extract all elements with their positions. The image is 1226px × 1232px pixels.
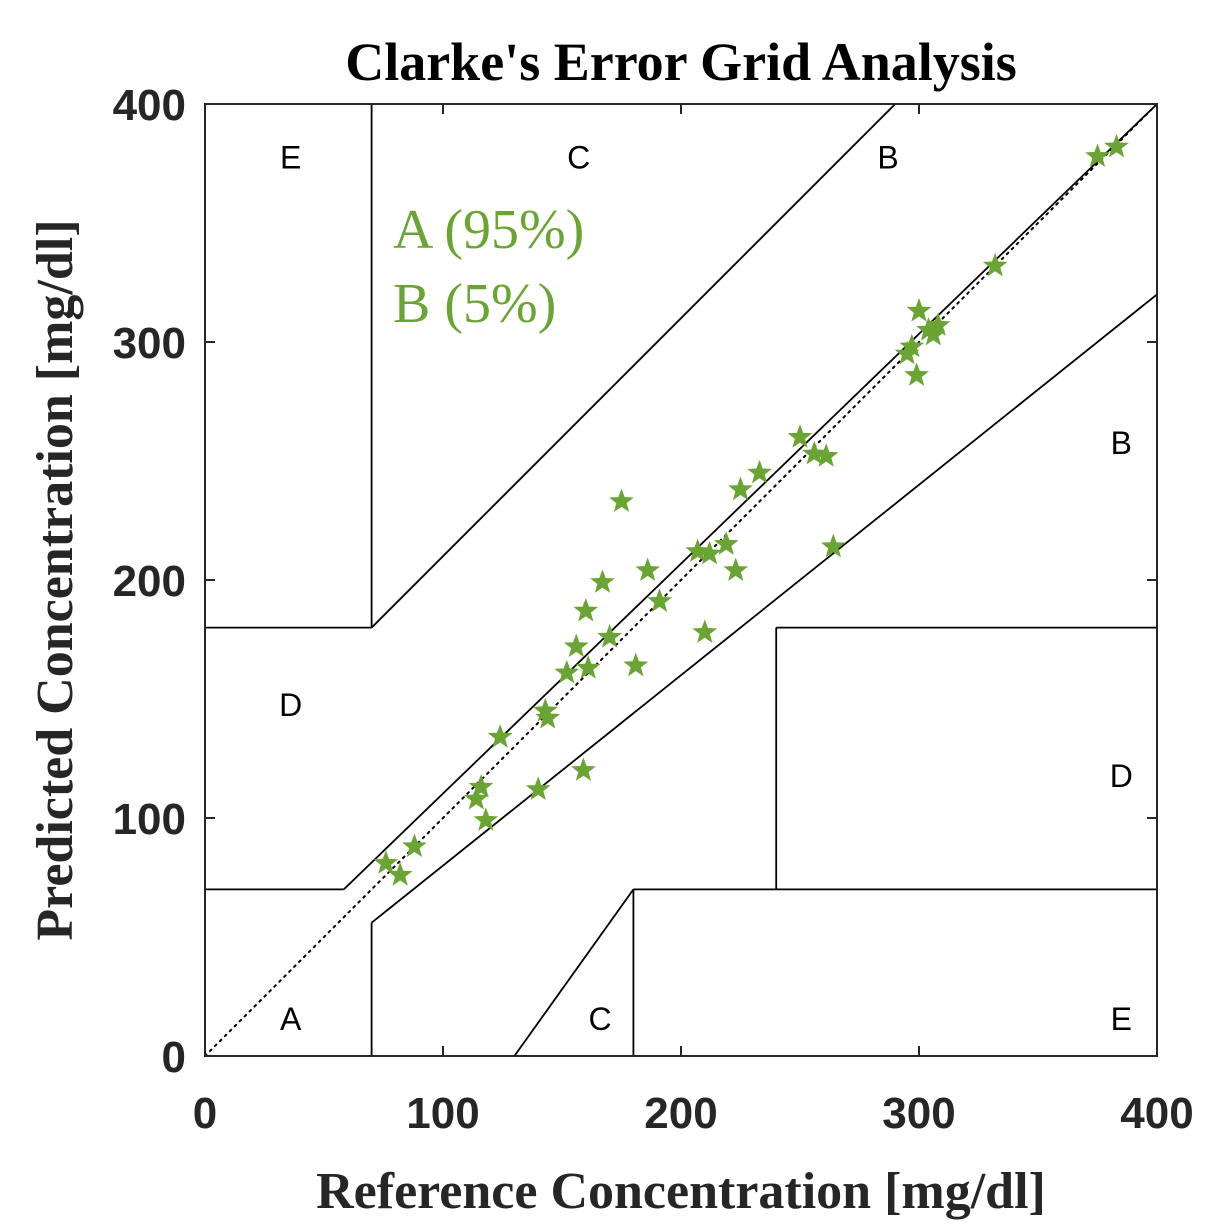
zone-label-d: D [279, 687, 302, 723]
y-tick-label: 400 [113, 81, 186, 130]
data-point-star [387, 862, 413, 886]
zone-label-c: C [589, 1001, 612, 1037]
x-tick-label: 100 [406, 1089, 479, 1138]
data-point-star [532, 697, 558, 722]
data-point-star [982, 252, 1008, 277]
data-point-star [597, 624, 622, 648]
x-tick-label: 300 [882, 1089, 955, 1138]
data-point-star [575, 655, 601, 679]
chart-title: Clarke's Error Grid Analysis [345, 32, 1017, 92]
data-point-star [535, 705, 561, 729]
identity-line [204, 103, 1158, 1057]
data-point-star [402, 833, 427, 858]
data-point-star [554, 659, 580, 684]
y-axis-ticks: 0 100 200 300 400 [113, 81, 1157, 1082]
data-point-star [713, 531, 739, 555]
data-point-star [692, 619, 718, 643]
x-tick-label: 400 [1120, 1089, 1193, 1138]
data-point-star [635, 557, 661, 581]
zone-label-b: B [877, 139, 898, 175]
data-point-star [463, 785, 489, 810]
zone-labels: E C B D B D A C E [279, 139, 1133, 1037]
zone-a-percentage: A (95%) [393, 199, 584, 261]
zone-boundary-line [371, 293, 1158, 924]
data-point-star [747, 459, 772, 484]
data-point-star [468, 774, 494, 798]
zone-label-c: C [567, 139, 590, 175]
zone-label-b: B [1111, 425, 1132, 461]
data-point-star [916, 317, 941, 341]
zone-boundary-line [370, 103, 896, 629]
data-point-star [487, 724, 513, 748]
zone-b-percentage: B (5%) [393, 273, 556, 335]
zone-boundaries [205, 103, 1158, 1057]
zone-label-d: D [1110, 758, 1133, 794]
data-point-star [787, 424, 813, 448]
data-point-star [685, 538, 711, 562]
data-point-star [623, 652, 649, 677]
x-tick-label: 200 [644, 1089, 717, 1138]
data-point-star [373, 850, 399, 874]
data-point-star [801, 440, 827, 465]
data-point-star [899, 333, 925, 358]
data-point-star [925, 312, 951, 336]
x-tick-label: 0 [193, 1089, 217, 1138]
data-point-star [906, 298, 932, 322]
zone-label-e: E [1111, 1001, 1132, 1037]
data-point-star [647, 588, 672, 612]
data-points [373, 133, 1129, 886]
data-point-star [1085, 143, 1110, 167]
data-point-star [820, 533, 846, 558]
y-tick-label: 0 [162, 1033, 186, 1082]
data-point-star [573, 597, 599, 622]
data-point-star [609, 488, 634, 512]
data-point-star [525, 776, 551, 800]
data-point-star [1104, 133, 1129, 158]
data-point-star [728, 476, 753, 501]
zone-label-a: A [280, 1001, 302, 1037]
data-point-star [697, 540, 722, 565]
zone-boundary-line [513, 888, 635, 1057]
zone-percentages: A (95%) B (5%) [393, 199, 584, 335]
data-point-star [473, 807, 499, 831]
data-point-star [904, 362, 929, 386]
y-tick-label: 300 [113, 319, 186, 368]
data-point-star [571, 757, 596, 781]
y-tick-label: 100 [113, 795, 186, 844]
y-tick-label: 200 [113, 557, 186, 606]
data-point-star [813, 443, 839, 467]
data-point-star [723, 557, 749, 581]
x-axis-label: Reference Concentration [mg/dl] [316, 1163, 1046, 1220]
zone-boundary-line [343, 103, 1158, 891]
y-axis-label: Predicted Concentration [mg/dl] [27, 219, 84, 940]
data-point-star [590, 569, 615, 593]
zone-label-e: E [280, 139, 301, 175]
data-point-star [563, 633, 589, 658]
x-axis-ticks: 0 100 200 300 400 [193, 104, 1194, 1138]
identity-dotted-line [204, 103, 1158, 1057]
